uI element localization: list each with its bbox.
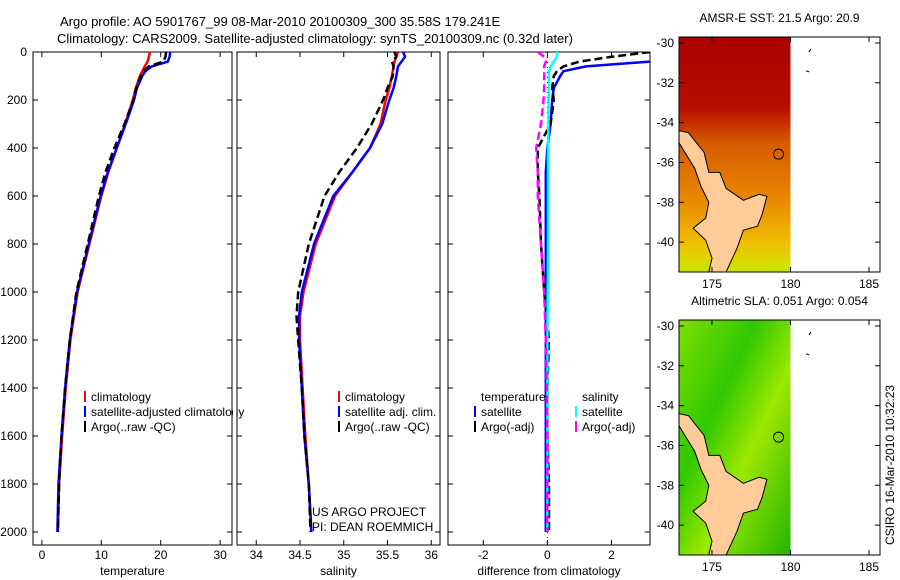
kermadec-islands bbox=[806, 48, 812, 73]
y-tick-label: 0 bbox=[20, 45, 27, 59]
legend-label: climatology bbox=[345, 390, 405, 404]
new-zealand-landmass bbox=[678, 412, 768, 556]
x-tick-label: 35.5 bbox=[376, 548, 400, 562]
profile-panel-2: 34 34.5 35 35.5 36 salinity bbox=[236, 51, 441, 578]
plot-frame bbox=[32, 51, 233, 546]
y-tick-label: -38 bbox=[657, 195, 675, 209]
kermadec-islands bbox=[806, 331, 812, 356]
y-tick-label: -36 bbox=[657, 438, 675, 452]
y-tick-label: 1800 bbox=[0, 477, 27, 491]
sla-map: Altimetric SLA: 0.051 Argo: 0.054 175 180 1… bbox=[657, 294, 881, 574]
x-tick-label: 2 bbox=[608, 548, 615, 562]
timestamp-stamp: CSIRO 16-Mar-2010 10:32:23 bbox=[883, 385, 897, 545]
legend-label: climatology bbox=[91, 390, 151, 404]
map-frame bbox=[678, 319, 881, 556]
legend-swatch bbox=[575, 421, 577, 432]
legend-label: Argo(-adj) bbox=[582, 420, 635, 434]
y-tick-label: -34 bbox=[657, 399, 675, 413]
legend-swatch bbox=[575, 406, 577, 417]
legend-salinity-panel: climatology satellite adj. clim. Argo(..… bbox=[338, 390, 436, 434]
y-tick-label: 400 bbox=[7, 141, 27, 155]
legend-swatch-argo bbox=[84, 421, 86, 432]
series-group bbox=[534, 52, 650, 545]
legend-label: satellite adj. clim. bbox=[345, 405, 436, 419]
series-line-temperature-argo-adj- bbox=[536, 52, 650, 532]
series-line-salinity-argo-adj- bbox=[534, 52, 549, 532]
new-zealand-landmass bbox=[678, 129, 768, 273]
legend-swatch-climatology bbox=[84, 391, 86, 402]
legend-heading-salinity: salinity bbox=[582, 390, 619, 404]
legend-swatch-climatology bbox=[338, 391, 340, 402]
x-tick-label: 0 bbox=[544, 548, 551, 562]
legend-label: satellite-adjusted climatology bbox=[91, 405, 244, 419]
series-group bbox=[56, 52, 172, 533]
legend-swatch bbox=[474, 406, 476, 417]
y-tick-label: 1000 bbox=[0, 285, 27, 299]
x-axis-label: difference from climatology bbox=[477, 564, 620, 578]
legend-swatch-argo bbox=[338, 421, 340, 432]
legend-temperature-panel: climatology satellite-adjusted climatolo… bbox=[84, 390, 244, 434]
series-group bbox=[295, 52, 407, 533]
x-tick-label: 36 bbox=[425, 548, 439, 562]
plot-frame bbox=[236, 51, 441, 546]
legend-label: Argo(..raw -QC) bbox=[91, 420, 176, 434]
profile-panel-3: -2 0 2 difference from climatology bbox=[447, 51, 651, 578]
x-axis-label: temperature bbox=[100, 564, 165, 578]
y-tick-label: -32 bbox=[657, 76, 675, 90]
project-label: US ARGO PROJECT bbox=[312, 505, 427, 519]
x-tick-label: 175 bbox=[702, 560, 722, 574]
x-tick-label: 185 bbox=[859, 560, 879, 574]
legend-label: Argo(..raw -QC) bbox=[345, 420, 430, 434]
x-tick-label: 34 bbox=[250, 548, 264, 562]
legend-heading-temperature: temperature bbox=[481, 390, 546, 404]
argo-position-marker bbox=[773, 148, 785, 160]
legend-label: satellite bbox=[481, 405, 522, 419]
y-tick-label: -38 bbox=[657, 478, 675, 492]
y-tick-label: -40 bbox=[657, 235, 675, 249]
figure-title-line2: Climatology: CARS2009. Satellite-adjuste… bbox=[57, 31, 573, 46]
map-title: AMSR-E SST: 21.5 Argo: 20.9 bbox=[699, 11, 859, 25]
y-tick-label: 1400 bbox=[0, 381, 27, 395]
legend-swatch-satellite bbox=[338, 406, 340, 417]
y-tick-label: -36 bbox=[657, 155, 675, 169]
x-tick-label: -2 bbox=[478, 548, 489, 562]
x-tick-label: 20 bbox=[154, 548, 168, 562]
legend-difference-panel: temperature satellite Argo(-adj) salinit… bbox=[474, 390, 635, 434]
series-line-argo-raw-qc- bbox=[56, 52, 168, 533]
x-tick-label: 185 bbox=[859, 277, 879, 291]
legend-label: satellite bbox=[582, 405, 623, 419]
pi-label: PI: DEAN ROEMMICH bbox=[312, 520, 433, 534]
x-tick-label: 35 bbox=[337, 548, 351, 562]
y-tick-label: 1600 bbox=[0, 429, 27, 443]
y-tick-label: -34 bbox=[657, 116, 675, 130]
y-tick-label: 800 bbox=[7, 237, 27, 251]
figure-title-line1: Argo profile: AO 5901767_99 08-Mar-2010 … bbox=[60, 14, 501, 29]
y-tick-label: 2000 bbox=[0, 525, 27, 539]
y-tick-label: -40 bbox=[657, 518, 675, 532]
argo-position-marker bbox=[773, 431, 785, 443]
y-tick-label: -30 bbox=[657, 319, 675, 333]
y-tick-label: 1200 bbox=[0, 333, 27, 347]
x-tick-label: 180 bbox=[780, 277, 800, 291]
x-tick-label: 30 bbox=[213, 548, 227, 562]
x-tick-label: 10 bbox=[95, 548, 109, 562]
x-tick-label: 34.5 bbox=[288, 548, 312, 562]
legend-swatch-satellite bbox=[84, 406, 86, 417]
x-tick-label: 175 bbox=[702, 277, 722, 291]
y-tick-label: -32 bbox=[657, 359, 675, 373]
profile-panel-1: 0 10 20 30 0 200 400 600 800 1000 1200 1400 1600 1800… bbox=[0, 45, 233, 578]
x-tick-label: 0 bbox=[39, 548, 46, 562]
y-tick-label: -30 bbox=[657, 36, 675, 50]
x-axis-label: salinity bbox=[320, 564, 357, 578]
y-tick-label: 200 bbox=[7, 93, 27, 107]
x-tick-label: 180 bbox=[780, 560, 800, 574]
legend-swatch bbox=[474, 421, 476, 432]
series-line-argo-raw-qc- bbox=[295, 52, 398, 533]
y-tick-label: 600 bbox=[7, 189, 27, 203]
sst-map: AMSR-E SST: 21.5 Argo: 20.9 175 180 185 -30 -… bbox=[657, 11, 881, 291]
map-title: Altimetric SLA: 0.051 Argo: 0.054 bbox=[691, 294, 868, 308]
legend-label: Argo(-adj) bbox=[481, 420, 534, 434]
map-frame bbox=[678, 36, 881, 273]
